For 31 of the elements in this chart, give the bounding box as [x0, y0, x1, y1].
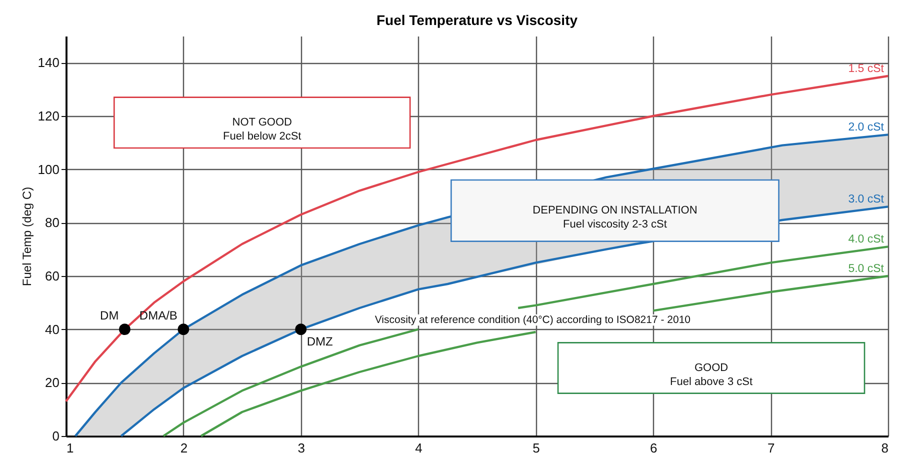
- line-series: [64, 74, 890, 402]
- series-label: 5.0 cSt: [848, 263, 885, 275]
- x-tick-label: 2: [180, 440, 188, 456]
- y-tick-label: 20: [45, 375, 60, 390]
- y-tick-label: 120: [38, 108, 60, 124]
- x-tick-label: 4: [415, 440, 422, 456]
- y-tick-label: 100: [38, 162, 60, 177]
- annotation: DMA/B: [139, 308, 178, 322]
- annotation: DEPENDING ON INSTALLATION Fuel viscosity 2-3 cSt: [532, 204, 698, 231]
- annotation: GOOD Fuel above 3 cSt: [670, 362, 753, 388]
- annotation: Viscosity at reference condition (40°C) according to ISO8217 - 2010: [374, 314, 691, 326]
- x-tick-label: 1: [66, 440, 74, 456]
- series-label: 4.0 cSt: [848, 234, 885, 246]
- chart-title: Fuel Temperature vs Viscosity: [376, 12, 578, 28]
- annotation: DM: [100, 308, 119, 322]
- y-tick-label: 80: [45, 215, 60, 230]
- annotation: DMZ: [306, 334, 333, 348]
- x-tick-label: 5: [532, 440, 540, 456]
- x-tick-label: 8: [881, 440, 888, 456]
- x-tick-label: 6: [650, 440, 658, 456]
- x-tick-label: 3: [298, 440, 305, 456]
- series-label: 2.0 cSt: [848, 122, 885, 134]
- y-tick-label: 60: [45, 268, 60, 284]
- annotation: NOT GOOD Fuel below 2cSt: [222, 116, 302, 143]
- series-label: 3.0 cSt: [848, 194, 885, 206]
- y-axis-title: Fuel Temp (deg C): [20, 186, 34, 286]
- series-label: 1.5 cSt: [848, 63, 885, 75]
- x-tick-label: 7: [767, 440, 775, 456]
- y-tick-label: 140: [38, 55, 60, 70]
- y-tick-label: 40: [45, 322, 60, 337]
- y-tick-label: 0: [52, 428, 60, 444]
